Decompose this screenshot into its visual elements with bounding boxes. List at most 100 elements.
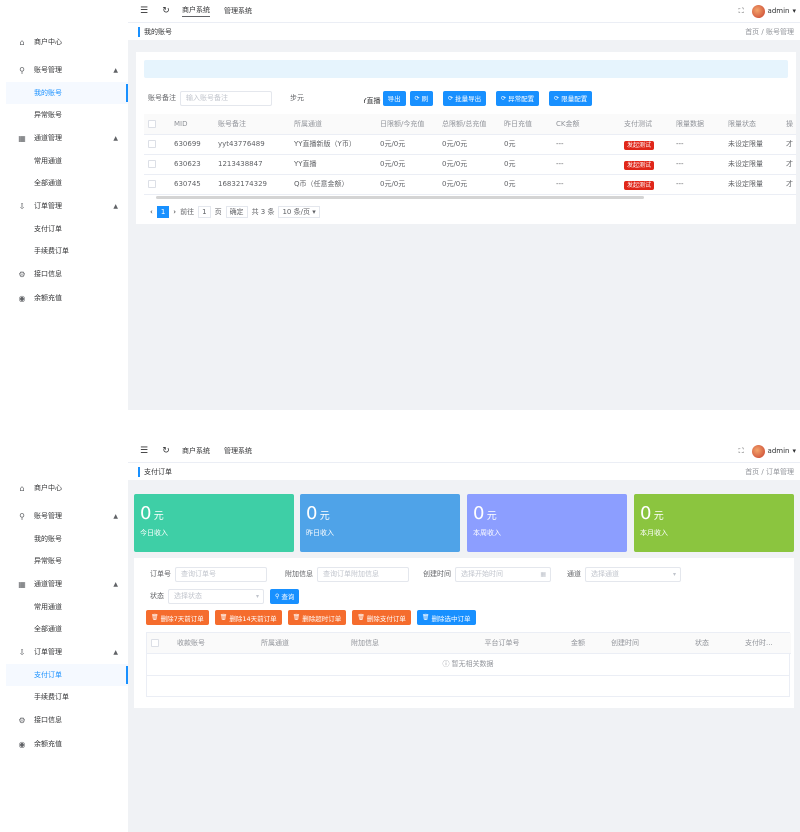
menu-account-management[interactable]: ⚲ 账号管理 ▲: [6, 58, 128, 82]
submenu-payment-orders[interactable]: 支付订单: [34, 225, 62, 233]
confirm-button[interactable]: 确定: [225, 206, 248, 218]
nav-merchant-system[interactable]: 商户系统: [182, 5, 210, 17]
menu-merchant-center[interactable]: ⌂ 商户中心: [6, 476, 128, 500]
menu-api-info[interactable]: ⚙ 接口信息: [6, 262, 128, 286]
submenu-common-channels[interactable]: 常用通道: [34, 157, 62, 165]
cell-action[interactable]: 才: [782, 154, 796, 175]
row-checkbox[interactable]: [148, 180, 156, 188]
batch-export-button[interactable]: ⟳ 批量导出: [443, 90, 487, 106]
delete-timeout-button[interactable]: 🗑 删除超时订单: [287, 610, 347, 625]
submenu-fee-orders[interactable]: 手续费订单: [34, 693, 69, 701]
menu-account-management[interactable]: ⚲ 账号管理 ▲: [6, 504, 128, 528]
column-header[interactable]: 支付时...: [741, 633, 791, 654]
menu-channel-management[interactable]: ▦ 通道管理 ▲: [6, 572, 128, 596]
order-no-input[interactable]: 查询订单号: [175, 566, 267, 582]
menu-order-management[interactable]: ⇩ 订单管理 ▲: [6, 194, 128, 218]
column-header[interactable]: CK金额: [552, 114, 620, 135]
create-time-picker[interactable]: 选择开始时间 ▦: [455, 566, 551, 582]
delete-7days-button[interactable]: 🗑 删除7天前订单: [146, 610, 209, 625]
horizontal-scrollbar[interactable]: [156, 196, 644, 199]
column-header[interactable]: MID: [170, 114, 214, 135]
submenu-my-accounts[interactable]: 我的账号: [34, 535, 62, 543]
submenu-all-channels[interactable]: 全部通道: [34, 625, 62, 633]
submenu-common-channels[interactable]: 常用通道: [34, 603, 62, 611]
column-header[interactable]: 附加信息: [347, 633, 437, 654]
menu-merchant-center[interactable]: ⌂ 商户中心: [6, 30, 128, 54]
delete-14days-button[interactable]: 🗑 删除14天前订单: [214, 610, 282, 625]
column-header[interactable]: 金额: [567, 633, 607, 654]
user-menu[interactable]: admin ▾: [751, 444, 796, 458]
menu-balance-recharge[interactable]: ◉ 余额充值: [6, 286, 128, 310]
delete-paid-button[interactable]: 🗑 删除支付订单: [352, 610, 411, 625]
menu-api-info[interactable]: ⚙ 接口信息: [6, 708, 128, 732]
menu-fold-icon[interactable]: ☰: [139, 446, 149, 456]
limit-config-button[interactable]: ⟳ 限量配置: [549, 90, 593, 106]
start-test-button[interactable]: 发起测试: [624, 160, 655, 170]
cell-action[interactable]: 才: [782, 134, 796, 155]
breadcrumb-path[interactable]: 首页 / 订单管理: [745, 467, 794, 476]
topbar: ☰ ↻ 商户系统 管理系统 ⛶ admin ▾: [128, 440, 800, 462]
menu-balance-recharge[interactable]: ◉ 余额充值: [6, 732, 128, 756]
cell-action[interactable]: 才: [782, 174, 796, 195]
remark-input[interactable]: 输入账号备注: [180, 90, 272, 106]
page-number[interactable]: 1: [156, 206, 170, 218]
chevron-down-icon: ▾: [792, 447, 796, 455]
goto-page-input[interactable]: 1: [198, 206, 211, 218]
row-checkbox[interactable]: [148, 140, 156, 148]
select-all-checkbox[interactable]: [151, 638, 159, 647]
breadcrumb: 我的账号 首页 / 账号管理: [128, 22, 800, 40]
column-header[interactable]: 总限额/总充值: [438, 114, 500, 135]
submenu-all-channels[interactable]: 全部通道: [34, 179, 62, 187]
fullscreen-icon[interactable]: ⛶: [738, 446, 744, 455]
sidebar: ⌂ 商户中心 ⚲ 账号管理 ▲ 我的账号 异常账号 ▦ 通道管理 ▲ 常用通道 …: [6, 440, 128, 832]
column-header[interactable]: 支付测试: [620, 114, 672, 135]
column-header[interactable]: 收款账号: [173, 633, 257, 654]
column-header[interactable]: 所属通道: [257, 633, 347, 654]
column-header[interactable]: 操: [782, 114, 796, 135]
channel-select[interactable]: 选择通道 ▾: [585, 566, 681, 582]
export-button[interactable]: 导出: [382, 90, 406, 106]
submenu-my-accounts[interactable]: 我的账号: [6, 82, 128, 104]
fullscreen-icon[interactable]: ⛶: [738, 6, 744, 15]
breadcrumb-path[interactable]: 首页 / 账号管理: [745, 27, 794, 36]
refresh-icon[interactable]: ↻: [162, 6, 170, 16]
column-header[interactable]: 限量状态: [724, 114, 782, 135]
column-header[interactable]: 平台订单号: [437, 633, 567, 654]
submenu-payment-orders[interactable]: 支付订单: [6, 664, 128, 686]
column-header[interactable]: 状态: [691, 633, 741, 654]
abnormal-config-button[interactable]: ⟳ 异常配置: [496, 90, 540, 106]
query-button[interactable]: ⚲ 查询: [270, 588, 300, 604]
orders-table-wrap: 收款账号 所属通道 附加信息 平台订单号 金额 创建时间 状态 支付时... ⓘ: [146, 632, 791, 697]
submenu-abnormal-accounts[interactable]: 异常账号: [34, 111, 62, 119]
start-test-button[interactable]: 发起测试: [624, 180, 655, 190]
stat-card-week: 0 元 本周收入: [467, 494, 627, 552]
column-header[interactable]: 账号备注: [214, 114, 290, 135]
delete-selected-button[interactable]: 🗑 删除选中订单: [416, 610, 476, 625]
select-all-checkbox[interactable]: [148, 119, 156, 128]
status-select[interactable]: 选择状态 ▾: [168, 588, 264, 604]
menu-fold-icon[interactable]: ☰: [139, 6, 149, 16]
next-page-icon[interactable]: ›: [173, 208, 177, 216]
start-test-button[interactable]: 发起测试: [624, 140, 655, 150]
channel-select[interactable]: 步元: [284, 90, 364, 106]
submenu-abnormal-accounts[interactable]: 异常账号: [34, 557, 62, 565]
column-header[interactable]: 日限额/今充值: [376, 114, 438, 135]
column-header[interactable]: 限量数据: [672, 114, 724, 135]
column-header[interactable]: 昨日充值: [500, 114, 552, 135]
submenu-fee-orders[interactable]: 手续费订单: [34, 247, 69, 255]
column-header[interactable]: 所属通道: [290, 114, 376, 135]
prev-page-icon[interactable]: ‹: [150, 208, 153, 216]
attach-input[interactable]: 查询订单附加信息: [317, 566, 409, 582]
refresh-button[interactable]: ⟳ 刷: [409, 90, 434, 106]
row-checkbox[interactable]: [148, 160, 156, 168]
menu-channel-management[interactable]: ▦ 通道管理 ▲: [6, 126, 128, 150]
column-header[interactable]: 创建时间: [607, 633, 691, 654]
refresh-icon[interactable]: ↻: [162, 446, 170, 456]
menu-order-management[interactable]: ⇩ 订单管理 ▲: [6, 640, 128, 664]
page-size-select[interactable]: 10 条/页 ▾: [278, 206, 320, 218]
user-menu[interactable]: admin ▾: [751, 4, 796, 18]
page-title: 我的账号: [138, 26, 172, 37]
nav-admin-system[interactable]: 管理系统: [224, 7, 252, 15]
nav-admin-system[interactable]: 管理系统: [224, 447, 252, 455]
nav-merchant-system[interactable]: 商户系统: [182, 447, 210, 455]
